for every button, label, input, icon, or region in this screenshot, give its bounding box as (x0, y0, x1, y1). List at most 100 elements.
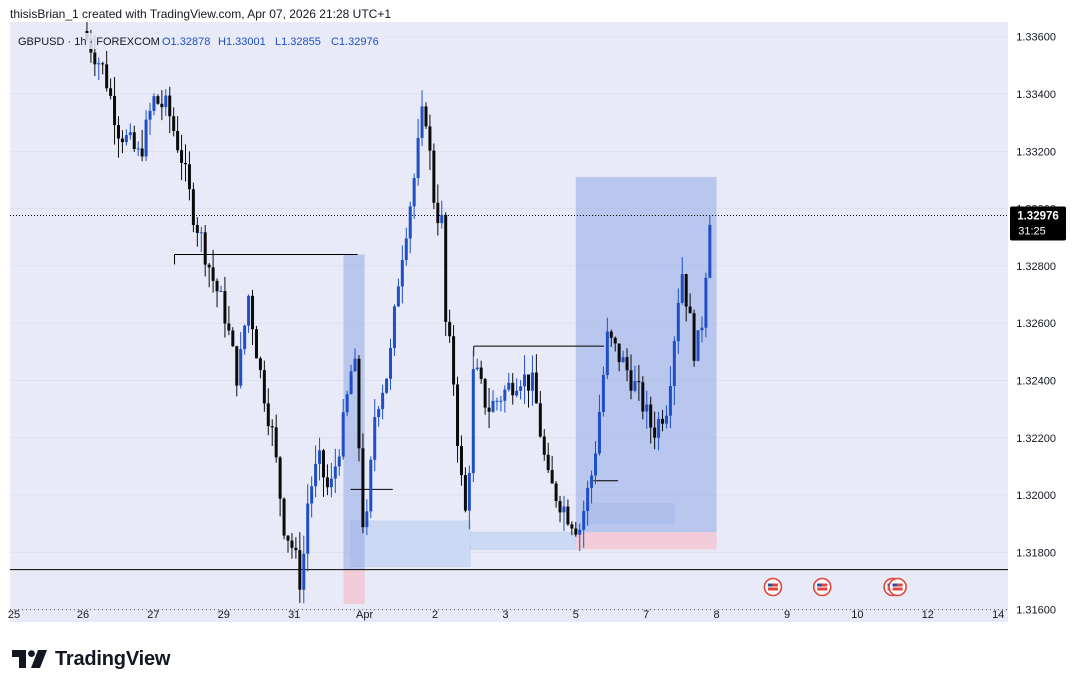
candle-body (113, 95, 117, 126)
time-tick-label: Apr (356, 609, 373, 621)
candle-body (168, 95, 172, 117)
time-tick-label: 31 (288, 609, 300, 621)
candle-body (329, 478, 333, 488)
candle-body (605, 331, 609, 376)
candle-body (613, 337, 617, 344)
candle-body (534, 372, 538, 404)
candle-body (116, 125, 120, 139)
candle-body (207, 264, 211, 268)
candle-body (132, 132, 136, 149)
candle-body (148, 110, 152, 120)
price-tick-label: 1.33600 (1016, 32, 1056, 44)
candle-body (203, 232, 207, 265)
time-tick-label: 27 (147, 609, 159, 621)
candle-body (341, 412, 345, 457)
candle-body (412, 178, 416, 207)
candle-body (176, 131, 180, 151)
candle-body (617, 343, 621, 363)
candle-body (637, 381, 641, 383)
tradingview-brand[interactable]: TradingView (12, 646, 170, 672)
candle-body (625, 357, 629, 371)
candle-body (424, 106, 428, 127)
candle-body (653, 427, 657, 438)
candle-body (463, 475, 467, 511)
candle-body (562, 506, 566, 513)
candle-body (124, 135, 128, 143)
candle-body (436, 202, 440, 224)
brand-name: TradingView (55, 647, 171, 670)
candle-body (570, 524, 574, 529)
candle-body (211, 267, 215, 281)
time-tick-label: 8 (714, 609, 720, 621)
candle-body (345, 394, 349, 413)
candle-body (641, 382, 645, 412)
candle-body (542, 436, 546, 455)
candle-body (235, 346, 239, 386)
fair-value-gap-zone (350, 520, 471, 568)
price-tick-label: 1.32600 (1016, 318, 1056, 330)
candle-body (519, 386, 523, 391)
price-chart[interactable]: 1.31600 1.31800 1.32000 1.32200 1.32400 1.326… (0, 0, 1080, 640)
fair-value-gap-zone (469, 532, 577, 550)
long-target-zone (343, 254, 365, 570)
candle-body (337, 456, 341, 467)
candle-body (333, 466, 337, 479)
candle-body (657, 418, 661, 438)
candle-body (120, 138, 124, 143)
candle-body (574, 528, 578, 535)
candle-body (558, 501, 562, 513)
candle-body (459, 446, 463, 476)
chart-legend[interactable]: GBPUSD · 1h · FOREXCOM O1.32878 H1.33001… (12, 33, 384, 49)
candle-body (609, 331, 613, 338)
legend-open: O1.32878 (162, 36, 210, 48)
price-tick-label: 1.31800 (1016, 547, 1056, 559)
candle-body (696, 330, 700, 361)
candle-body (144, 119, 148, 157)
candle-body (645, 404, 649, 412)
candle-body (136, 148, 140, 150)
candle-body (440, 214, 444, 224)
price-tick-label: 1.32800 (1016, 261, 1056, 273)
time-tick-label: 26 (77, 609, 89, 621)
publisher-credit: thisisBrian_1 created with TradingView.c… (10, 7, 391, 21)
candle-body (381, 392, 385, 410)
candle-body (128, 132, 132, 136)
candle-body (523, 374, 527, 387)
candle-body (353, 358, 357, 372)
candle-body (195, 225, 199, 233)
candle-body (420, 106, 424, 138)
candle-body (377, 409, 381, 418)
time-tick-label: 7 (643, 609, 649, 621)
candle-body (310, 486, 314, 504)
candle-body (538, 403, 542, 437)
candle-body (361, 448, 365, 528)
candle-body (97, 63, 101, 65)
time-tick-label: 9 (784, 609, 790, 621)
candle-body (396, 286, 400, 307)
plot-background (10, 22, 1008, 622)
price-tick-label: 1.31600 (1016, 605, 1056, 617)
candle-body (475, 367, 479, 370)
time-tick-label: 29 (218, 609, 230, 621)
candle-body (629, 370, 633, 391)
event-markers (763, 577, 907, 597)
candle-body (325, 477, 329, 488)
candle-body (668, 385, 672, 416)
legend-symbol[interactable]: GBPUSD · 1h · FOREXCOM (18, 36, 160, 48)
bar-countdown: 31:25 (1018, 225, 1046, 237)
candle-body (227, 323, 231, 331)
legend-close: C1.32976 (331, 36, 379, 48)
candle-body (357, 358, 361, 449)
candle-body (467, 473, 471, 511)
candle-body (400, 260, 404, 287)
candle-body (511, 382, 515, 396)
candle-body (152, 96, 156, 111)
price-axis[interactable]: 1.31600 1.31800 1.32000 1.32200 1.32400 1.326… (1016, 32, 1056, 617)
candle-body (239, 349, 243, 386)
candle-body (479, 367, 483, 379)
candle-body (314, 463, 318, 487)
candle-body (223, 291, 227, 324)
price-tick-label: 1.33400 (1016, 89, 1056, 101)
time-axis[interactable]: 25 26 27 29 31 Apr 2 3 5 7 8 9 10 12 14 (8, 609, 1004, 621)
candle-body (503, 389, 507, 401)
